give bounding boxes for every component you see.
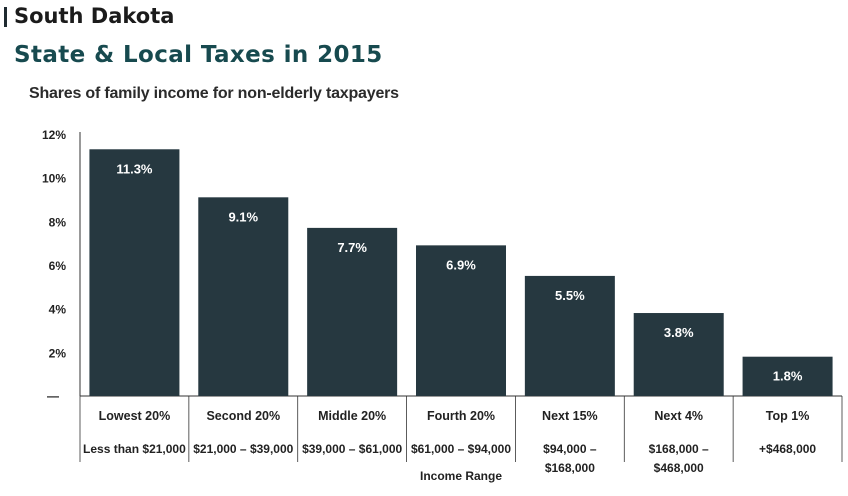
x-income-range-label: Less than $21,000 xyxy=(83,442,186,456)
bar xyxy=(633,313,724,396)
bar xyxy=(742,356,833,396)
x-category-label: Lowest 20% xyxy=(99,409,171,423)
x-category-label: Fourth 20% xyxy=(427,409,495,423)
x-income-range-label: $61,000 – $94,000 xyxy=(411,442,511,456)
y-tick-label: 8% xyxy=(49,215,67,229)
x-income-range-label: $468,000 xyxy=(654,461,704,475)
page-title: State & Local Taxes in 2015 xyxy=(14,42,383,68)
y-tick-label: 4% xyxy=(49,303,67,317)
bar xyxy=(89,149,180,396)
bar-value-label: 6.9% xyxy=(446,257,476,272)
x-axis-title: Income Range xyxy=(420,469,502,483)
bar xyxy=(524,275,615,396)
x-category-label: Second 20% xyxy=(206,409,280,423)
x-category-label: Next 4% xyxy=(654,409,703,423)
bar-value-label: 1.8% xyxy=(773,369,803,384)
x-income-range-label: $168,000 – xyxy=(649,442,709,456)
y-tick-label: 12% xyxy=(42,128,66,142)
bar xyxy=(307,227,398,396)
bar-value-label: 3.8% xyxy=(664,325,694,340)
x-income-range-label: $94,000 – xyxy=(543,442,597,456)
x-income-range-label: $39,000 – $61,000 xyxy=(302,442,402,456)
header-accent-bar xyxy=(4,7,7,27)
bar-value-label: 11.3% xyxy=(116,161,153,176)
x-income-range-label: $168,000 xyxy=(545,461,595,475)
x-income-range-label: $21,000 – $39,000 xyxy=(193,442,293,456)
state-title: South Dakota xyxy=(14,4,175,28)
bar xyxy=(198,197,289,396)
x-category-label: Middle 20% xyxy=(318,409,386,423)
x-income-range-label: +$468,000 xyxy=(759,442,816,456)
bar-value-label: 7.7% xyxy=(337,240,367,255)
bar-value-label: 5.5% xyxy=(555,288,585,303)
y-tick-label: 10% xyxy=(42,172,66,186)
bar-value-label: 9.1% xyxy=(228,209,258,224)
y-tick-label: 2% xyxy=(49,346,67,360)
y-tick-label: 6% xyxy=(49,259,67,273)
bar xyxy=(416,245,506,396)
chart-subtitle: Shares of family income for non-elderly … xyxy=(29,85,399,102)
x-category-label: Top 1% xyxy=(766,409,810,423)
x-category-label: Next 15% xyxy=(542,409,598,423)
y-zero-mark: — xyxy=(47,389,59,403)
